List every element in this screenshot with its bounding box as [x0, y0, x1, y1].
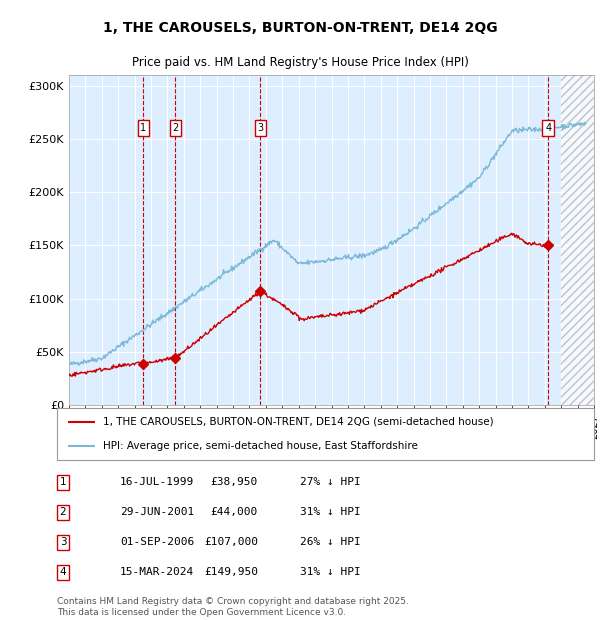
Text: 1, THE CAROUSELS, BURTON-ON-TRENT, DE14 2QG: 1, THE CAROUSELS, BURTON-ON-TRENT, DE14 … — [103, 20, 497, 35]
Text: 01-SEP-2006: 01-SEP-2006 — [120, 538, 194, 547]
Text: 26% ↓ HPI: 26% ↓ HPI — [300, 538, 361, 547]
Text: 1: 1 — [59, 477, 67, 487]
Text: 3: 3 — [59, 538, 67, 547]
Text: 4: 4 — [545, 123, 551, 133]
Text: £44,000: £44,000 — [211, 507, 258, 518]
Text: 16-JUL-1999: 16-JUL-1999 — [120, 477, 194, 487]
Text: 29-JUN-2001: 29-JUN-2001 — [120, 507, 194, 518]
Text: 31% ↓ HPI: 31% ↓ HPI — [300, 567, 361, 577]
Text: Price paid vs. HM Land Registry's House Price Index (HPI): Price paid vs. HM Land Registry's House … — [131, 56, 469, 69]
Text: 27% ↓ HPI: 27% ↓ HPI — [300, 477, 361, 487]
Bar — [561, 75, 594, 405]
Text: £38,950: £38,950 — [211, 477, 258, 487]
Text: Contains HM Land Registry data © Crown copyright and database right 2025.
This d: Contains HM Land Registry data © Crown c… — [57, 598, 409, 617]
Text: 2: 2 — [59, 507, 67, 518]
Text: 3: 3 — [257, 123, 263, 133]
Text: HPI: Average price, semi-detached house, East Staffordshire: HPI: Average price, semi-detached house,… — [103, 441, 418, 451]
Text: £149,950: £149,950 — [204, 567, 258, 577]
Text: £107,000: £107,000 — [204, 538, 258, 547]
Text: 2: 2 — [172, 123, 179, 133]
Text: 1, THE CAROUSELS, BURTON-ON-TRENT, DE14 2QG (semi-detached house): 1, THE CAROUSELS, BURTON-ON-TRENT, DE14 … — [103, 417, 493, 427]
Text: 1: 1 — [140, 123, 146, 133]
Text: 4: 4 — [59, 567, 67, 577]
Text: 31% ↓ HPI: 31% ↓ HPI — [300, 507, 361, 518]
Text: 15-MAR-2024: 15-MAR-2024 — [120, 567, 194, 577]
